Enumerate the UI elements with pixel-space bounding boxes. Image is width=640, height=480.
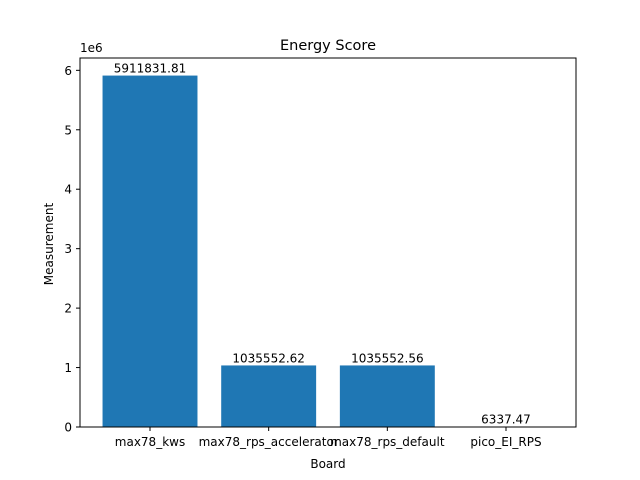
y-tick-label: 0	[64, 421, 72, 435]
plot-frame	[79, 57, 577, 428]
y-tick-label: 6	[64, 64, 72, 78]
y-tick-label: 5	[64, 123, 72, 137]
x-tick-label: max78_kws	[115, 435, 185, 449]
chart-title: Energy Score	[280, 38, 376, 54]
value-label-max78_kws: 5911831.81	[114, 62, 187, 76]
x-axis-ticks: max78_kws max78_rps_acceleratormax78_rps_…	[115, 427, 542, 449]
y-tick-label: 4	[64, 183, 72, 197]
x-tick-label: max78_rps_default	[330, 435, 445, 449]
value-label-pico_EI_RPS: 6337.47	[481, 413, 531, 427]
x-tick-label: pico_EI_RPS	[470, 435, 541, 449]
bar-max78_rps_default	[339, 365, 435, 427]
y-tick-label: 2	[64, 302, 72, 316]
x-axis-label: Board	[310, 457, 345, 471]
bar-max78_kws	[102, 75, 198, 428]
bars-group	[102, 75, 554, 428]
value-label-max78_rps_accelerator: 1035552.62	[232, 351, 305, 365]
x-tick-label: max78_rps_accelerator	[199, 435, 339, 449]
y-axis-ticks: 0 1 2 3 4 5 6	[64, 64, 80, 435]
value-labels-group: 5911831.81 1035552.62 1035552.56 6337.47	[114, 62, 531, 427]
y-tick-label: 3	[64, 242, 72, 256]
value-label-max78_rps_default: 1035552.56	[351, 351, 424, 365]
y-axis-offset-label: 1e6	[80, 41, 103, 55]
y-tick-label: 1	[64, 361, 72, 375]
bar-max78_rps_accelerator	[221, 365, 317, 427]
y-axis-label: Measurement	[42, 203, 56, 286]
